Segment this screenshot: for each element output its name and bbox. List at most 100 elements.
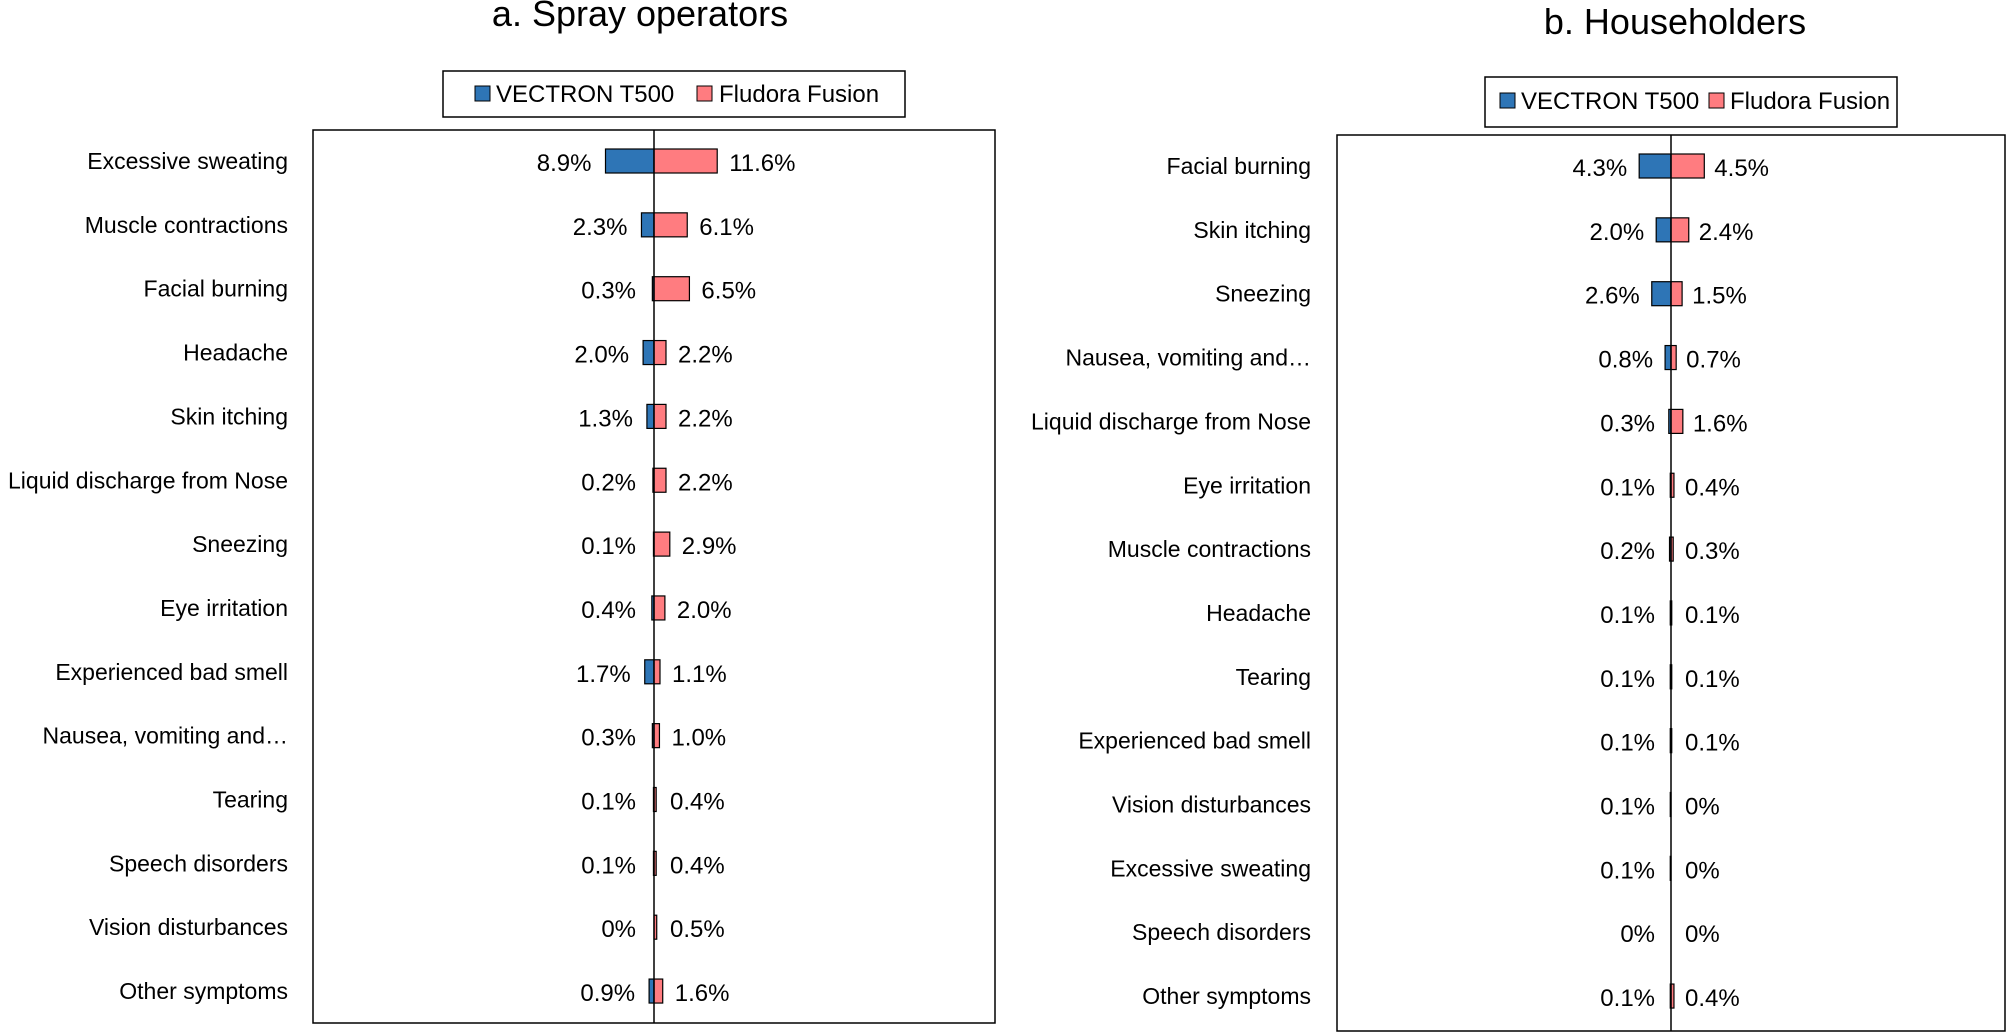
data-label-fludora: 0.4% bbox=[670, 789, 725, 816]
category-label: Vision disturbances bbox=[89, 914, 288, 940]
data-label-vectron: 0.1% bbox=[1600, 474, 1655, 501]
data-label-fludora: 2.2% bbox=[678, 405, 733, 432]
bar-fludora bbox=[653, 978, 664, 1004]
category-label: Experienced bad smell bbox=[55, 659, 288, 685]
data-label-fludora: 2.2% bbox=[678, 469, 733, 496]
data-label-fludora: 0.1% bbox=[1685, 666, 1740, 693]
data-label-vectron: 0.4% bbox=[581, 597, 636, 624]
category-label: Headache bbox=[1206, 600, 1311, 626]
category-label: Other symptoms bbox=[119, 978, 288, 1004]
bar-fludora bbox=[653, 467, 667, 493]
data-label-fludora: 0% bbox=[1685, 857, 1720, 884]
category-label: Eye irritation bbox=[160, 595, 288, 621]
data-label-fludora: 0.4% bbox=[1685, 985, 1740, 1012]
chart-marks: Facial burning 4.3% 4.5% Skin itching 2.0% 2.… bbox=[1031, 153, 1769, 1012]
category-label: Muscle contractions bbox=[85, 212, 288, 238]
chart-title: a. Spray operators bbox=[492, 0, 788, 34]
data-label-fludora: 0.1% bbox=[1685, 730, 1740, 757]
bar-vectron bbox=[604, 148, 655, 174]
bar-fludora bbox=[653, 212, 688, 238]
bar-fludora bbox=[653, 339, 667, 366]
category-label: Skin itching bbox=[170, 403, 288, 429]
data-label-fludora: 1.1% bbox=[672, 661, 727, 688]
data-label-fludora: 6.1% bbox=[699, 214, 754, 241]
data-label-fludora: 6.5% bbox=[701, 278, 756, 305]
category-label: Headache bbox=[183, 340, 288, 366]
data-label-vectron: 0.1% bbox=[1600, 666, 1655, 693]
bar-vectron bbox=[646, 403, 655, 429]
data-label-vectron: 0.1% bbox=[581, 533, 636, 560]
bar-fludora bbox=[1670, 217, 1690, 243]
bar-fludora bbox=[653, 595, 666, 621]
data-label-fludora: 2.4% bbox=[1699, 219, 1754, 246]
data-label-vectron: 0.1% bbox=[1600, 794, 1655, 821]
panel-householders: b. Householders VECTRON T500 Fludora Fus… bbox=[1031, 1, 2006, 1032]
data-label-vectron: 0.1% bbox=[1600, 602, 1655, 629]
data-label-vectron: 8.9% bbox=[537, 150, 592, 177]
bar-vectron bbox=[642, 339, 655, 366]
data-label-vectron: 0.1% bbox=[581, 852, 636, 879]
legend: VECTRON T500 Fludora Fusion bbox=[1484, 76, 1898, 128]
legend-frame bbox=[442, 70, 906, 118]
category-label: Nausea, vomiting and… bbox=[1066, 345, 1311, 371]
legend-frame bbox=[1484, 76, 1898, 128]
data-label-fludora: 2.0% bbox=[677, 597, 732, 624]
bar-vectron bbox=[1638, 153, 1672, 179]
category-label: Skin itching bbox=[1193, 217, 1311, 243]
bar-fludora bbox=[653, 723, 661, 749]
data-label-vectron: 0.3% bbox=[581, 278, 636, 305]
data-label-vectron: 2.3% bbox=[573, 214, 628, 241]
data-label-vectron: 2.0% bbox=[1589, 219, 1644, 246]
data-label-fludora: 0% bbox=[1685, 794, 1720, 821]
legend-label-vectron: VECTRON T500 bbox=[496, 81, 674, 108]
data-label-fludora: 0.3% bbox=[1685, 538, 1740, 565]
category-label: Facial burning bbox=[1167, 153, 1311, 179]
data-label-fludora: 0% bbox=[1685, 921, 1720, 948]
category-label: Speech disorders bbox=[109, 850, 288, 876]
category-label: Facial burning bbox=[144, 276, 288, 302]
category-label: Muscle contractions bbox=[1108, 536, 1311, 562]
bar-vectron bbox=[1664, 344, 1672, 371]
data-label-fludora: 0.5% bbox=[670, 916, 725, 943]
category-label: Experienced bad smell bbox=[1078, 728, 1311, 754]
data-label-vectron: 0.2% bbox=[1600, 538, 1655, 565]
data-label-fludora: 0.7% bbox=[1686, 347, 1741, 374]
data-label-fludora: 0.4% bbox=[670, 852, 725, 879]
legend-swatch-vectron bbox=[474, 85, 491, 102]
legend: VECTRON T500 Fludora Fusion bbox=[442, 70, 906, 118]
legend-label-fludora: Fludora Fusion bbox=[1730, 88, 1890, 115]
data-label-fludora: 11.6% bbox=[729, 150, 795, 177]
bar-vectron bbox=[1651, 281, 1672, 307]
category-label: Liquid discharge from Nose bbox=[8, 467, 288, 493]
data-label-vectron: 0.2% bbox=[581, 469, 636, 496]
category-label: Nausea, vomiting and… bbox=[43, 723, 288, 749]
chart-marks: Excessive sweating 8.9% 11.6% Muscle contra… bbox=[8, 148, 795, 1007]
legend-label-vectron: VECTRON T500 bbox=[1521, 88, 1699, 115]
data-label-vectron: 0.8% bbox=[1598, 347, 1653, 374]
chart-title: b. Householders bbox=[1544, 1, 1806, 42]
data-label-fludora: 0.4% bbox=[1685, 474, 1740, 501]
category-label: Speech disorders bbox=[1132, 919, 1311, 945]
data-label-fludora: 1.0% bbox=[671, 725, 726, 752]
data-label-vectron: 1.7% bbox=[576, 661, 631, 688]
bar-fludora bbox=[653, 531, 671, 557]
bar-vectron bbox=[1655, 217, 1672, 243]
data-label-fludora: 0.1% bbox=[1685, 602, 1740, 629]
category-label: Tearing bbox=[213, 787, 288, 813]
bar-vectron bbox=[644, 659, 655, 685]
category-label: Excessive sweating bbox=[1110, 855, 1311, 881]
legend-label-fludora: Fludora Fusion bbox=[719, 81, 879, 108]
legend-swatch-vectron bbox=[1499, 92, 1516, 109]
data-label-vectron: 4.3% bbox=[1572, 155, 1627, 182]
data-label-fludora: 2.2% bbox=[678, 342, 733, 369]
data-label-fludora: 1.5% bbox=[1692, 283, 1747, 310]
bar-fludora bbox=[653, 276, 691, 302]
bar-fludora bbox=[1670, 344, 1677, 371]
data-label-vectron: 0.3% bbox=[1600, 410, 1655, 437]
data-label-vectron: 2.0% bbox=[574, 342, 629, 369]
category-label: Excessive sweating bbox=[87, 148, 288, 174]
data-label-vectron: 0% bbox=[601, 916, 636, 943]
category-label: Vision disturbances bbox=[1112, 792, 1311, 818]
data-label-vectron: 0.1% bbox=[1600, 857, 1655, 884]
